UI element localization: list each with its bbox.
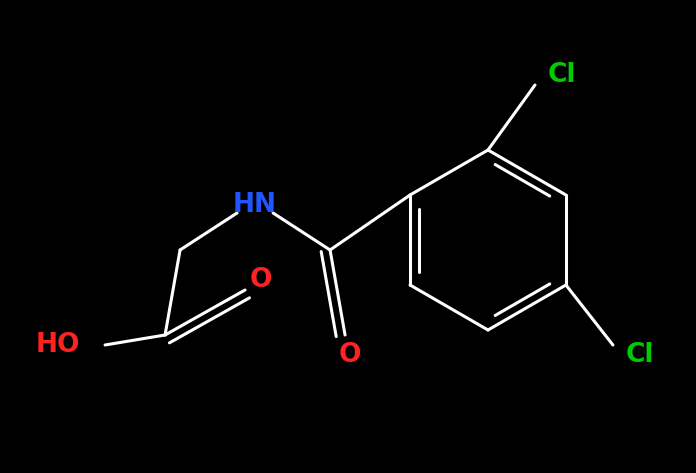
Text: O: O bbox=[250, 267, 273, 293]
Text: Cl: Cl bbox=[548, 62, 576, 88]
Text: HO: HO bbox=[35, 332, 80, 358]
Text: O: O bbox=[339, 342, 361, 368]
Text: Cl: Cl bbox=[626, 342, 654, 368]
Text: HN: HN bbox=[233, 192, 277, 218]
